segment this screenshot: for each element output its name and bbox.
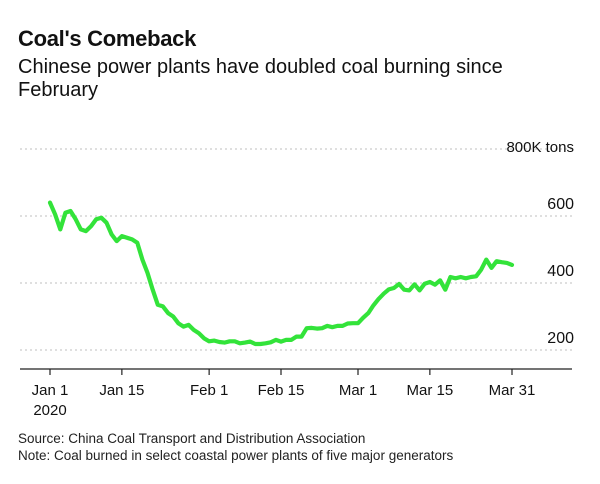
y-tick-label: 400	[547, 263, 574, 280]
x-tick-label: Jan 1	[32, 382, 69, 399]
x-tick-label: Feb 1	[190, 382, 228, 399]
x-tick-label: Feb 15	[258, 382, 305, 399]
chart-subtitle: Chinese power plants have doubled coal b…	[18, 56, 503, 101]
footnote: Note: Coal burned in select coastal powe…	[18, 448, 454, 463]
x-tick-label: Mar 15	[407, 382, 454, 399]
gridlines	[20, 148, 572, 351]
x-tick-sublabel: 2020	[33, 402, 66, 419]
x-tick-label: Mar 31	[489, 382, 536, 399]
y-tick-label: 600	[547, 196, 574, 213]
x-tick-label: Jan 15	[99, 382, 144, 399]
x-axis-ticks: Jan 1 2020 Jan 15 Feb 1 Feb 15 Mar 1 Mar 15 Mar…	[32, 369, 536, 419]
x-tick-label: Mar 1	[339, 382, 377, 399]
source-note: Source: China Coal Transport and Distrib…	[18, 431, 366, 446]
chart-title: Coal's Comeback	[18, 26, 197, 51]
series-line-coal-burned	[47, 200, 515, 347]
y-axis-labels: 200 400 600	[547, 196, 574, 347]
y-tick-label: 200	[547, 330, 574, 347]
chart-notes: Source: China Coal Transport and Distrib…	[18, 430, 453, 464]
y-axis-unit-label: 800K tons	[506, 139, 574, 156]
